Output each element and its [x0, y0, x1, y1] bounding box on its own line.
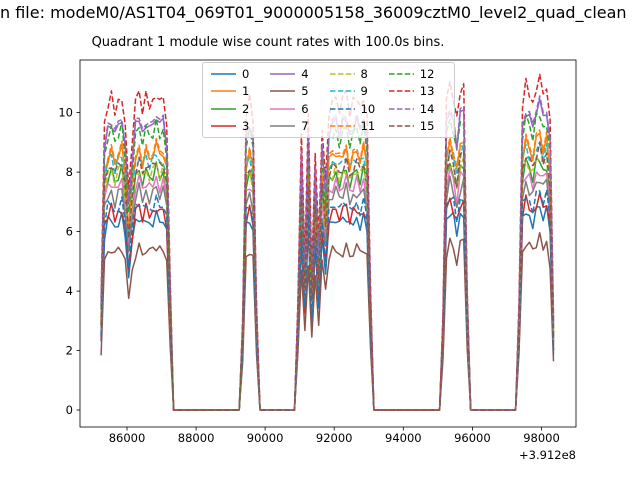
y-tick-label: 8	[66, 165, 73, 179]
axes-spines	[79, 59, 577, 428]
legend-item-5: 5	[270, 84, 329, 98]
legend-item-6: 6	[270, 102, 329, 116]
legend-line-sample	[270, 72, 296, 75]
legend-item-1: 1	[211, 84, 270, 98]
legend-label: 5	[301, 84, 309, 99]
legend-line-sample	[388, 125, 414, 128]
legend-line-sample	[270, 125, 296, 128]
legend-item-3: 3	[211, 119, 270, 133]
legend-item-10: 10	[329, 101, 389, 116]
legend-item-13: 13	[388, 84, 448, 99]
legend-line-sample	[388, 72, 414, 75]
legend-label: 2	[242, 101, 250, 116]
legend-line-sample	[329, 107, 355, 110]
legend-label: 14	[419, 101, 435, 116]
legend-label: 13	[419, 84, 435, 99]
x-tick-label: 92000	[316, 431, 353, 445]
x-tick-label: 94000	[385, 431, 422, 445]
legend-label: 0	[242, 66, 250, 81]
legend-line-sample	[211, 107, 236, 110]
legend-label: 10	[360, 101, 376, 116]
chart-title: Quadrant 1 module wise count rates with …	[91, 35, 445, 50]
legend-label: 8	[360, 66, 368, 81]
legend-line-sample	[211, 125, 236, 128]
legend-item-7: 7	[270, 119, 329, 133]
x-tick-label: 96000	[454, 431, 491, 445]
y-tick-label: 4	[66, 284, 73, 298]
x-axis-offset-label: +3.912e8	[519, 448, 576, 462]
file-title: n file: modeM0/AS1T04_069T01_9000005158_…	[0, 3, 627, 22]
legend-line-sample	[388, 90, 414, 93]
legend-item-15: 15	[388, 119, 448, 134]
legend-item-12: 12	[388, 66, 448, 81]
x-tick-label: 86000	[109, 431, 146, 445]
series-line-10	[100, 189, 555, 411]
y-tick-label: 0	[66, 403, 73, 417]
x-tick-label: 88000	[178, 431, 215, 445]
legend-item-4: 4	[270, 67, 329, 81]
legend-line-sample	[270, 107, 296, 110]
legend-label: 9	[360, 84, 368, 99]
legend-label: 11	[360, 119, 376, 134]
legend-label: 15	[419, 119, 435, 134]
legend-line-sample	[270, 90, 296, 93]
legend-item-14: 14	[388, 101, 448, 116]
legend-item-8: 8	[329, 66, 389, 81]
legend-label: 4	[301, 66, 309, 81]
y-tick-label: 10	[58, 106, 73, 120]
series-line-15	[100, 142, 555, 411]
legend-label: 12	[419, 66, 435, 81]
legend-label: 6	[301, 101, 309, 116]
y-tick-label: 6	[66, 225, 73, 239]
x-tick-label: 98000	[523, 431, 560, 445]
legend-line-sample	[211, 90, 236, 93]
legend-line-sample	[329, 125, 355, 128]
legend-line-sample	[388, 107, 414, 110]
x-tick-label: 90000	[247, 431, 284, 445]
legend-item-9: 9	[329, 84, 389, 99]
legend-label: 7	[301, 119, 309, 134]
legend-item-2: 2	[211, 102, 270, 116]
legend-label: 3	[242, 119, 250, 134]
legend-item-0: 0	[211, 67, 270, 81]
legend-item-11: 11	[329, 119, 389, 134]
legend-label: 1	[242, 84, 250, 99]
legend-line-sample	[329, 90, 355, 93]
legend-line-sample	[211, 72, 236, 75]
legend-line-sample	[329, 72, 355, 75]
legend: 0 1 2 3 4 5 6 7 8 9 10 11 12 13 14 15	[202, 62, 455, 138]
series-line-14	[100, 95, 555, 411]
y-tick-label: 2	[66, 344, 73, 358]
